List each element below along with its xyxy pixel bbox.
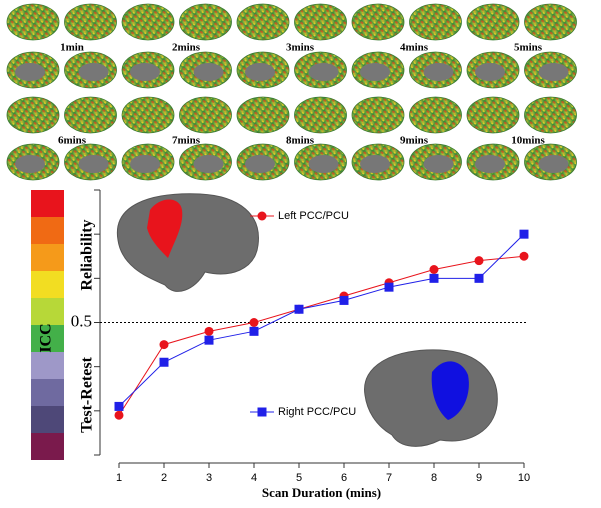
brain-medial-wall — [538, 63, 569, 81]
data-point — [474, 256, 484, 266]
brain-lateral — [179, 96, 232, 134]
data-point — [339, 295, 349, 305]
brain-lateral — [6, 3, 60, 41]
brain-medial-wall — [130, 63, 160, 81]
data-point — [519, 251, 529, 261]
series-line — [118, 255, 525, 416]
brain-lateral — [121, 96, 175, 134]
brain-lateral — [409, 96, 462, 134]
left-brain-inset — [116, 193, 259, 292]
data-point — [114, 401, 124, 411]
time-label: 3mins — [286, 42, 315, 54]
y-label-upper: Reliability — [79, 219, 96, 290]
brain-medial-wall — [360, 155, 390, 173]
data-point — [114, 410, 124, 420]
brain-grid: 1min 2mins 3mins 4mins 5mins 6mins 7mins 8mins 9… — [6, 3, 577, 181]
brain-medial-wall — [15, 63, 45, 81]
brain-lateral — [179, 3, 232, 41]
time-label: 4mins — [400, 42, 429, 54]
x-tick-label: 8 — [431, 472, 437, 484]
time-label: 10mins — [511, 135, 545, 147]
colorbar: ICC — [31, 190, 64, 460]
plot: 0.5 1 2 3 4 5 6 7 8 9 10 Scan Duration (mins) Left P… — [71, 189, 530, 500]
x-tick-label: 5 — [296, 472, 302, 484]
brain-lateral — [294, 3, 347, 41]
time-label: 6mins — [58, 135, 87, 147]
data-point — [519, 229, 529, 239]
brain-lateral — [351, 3, 405, 41]
brain-medial-wall — [78, 63, 109, 81]
data-point — [159, 340, 169, 350]
brain-lateral — [466, 3, 520, 41]
brain-medial-wall — [193, 155, 224, 173]
y-tick-label: 0.5 — [71, 311, 92, 330]
brain-medial-wall — [538, 155, 569, 173]
brain-lateral — [64, 96, 117, 134]
data-point — [474, 273, 484, 283]
time-label: 1min — [60, 42, 84, 54]
legend-marker — [257, 407, 267, 417]
data-point — [249, 326, 259, 336]
data-point — [294, 304, 304, 314]
brain-lateral — [466, 96, 520, 134]
brain-medial-wall — [308, 63, 339, 81]
x-tick-label: 10 — [518, 472, 530, 484]
brain-medial-wall — [423, 155, 454, 173]
data-point — [384, 282, 394, 292]
time-label: 7mins — [172, 135, 201, 147]
colorbar-label: ICC — [38, 323, 55, 352]
brain-lateral — [6, 96, 60, 134]
brain-lateral — [524, 96, 577, 134]
brain-lateral — [351, 96, 405, 134]
brain-lateral — [409, 3, 462, 41]
x-axis-label: Scan Duration (mins) — [262, 485, 381, 500]
brain-lateral — [524, 3, 577, 41]
data-point — [159, 357, 169, 367]
time-label: 9mins — [400, 135, 429, 147]
x-tick-label: 2 — [161, 472, 167, 484]
data-point — [204, 335, 214, 345]
brain-lateral — [64, 3, 117, 41]
data-point — [429, 265, 439, 274]
time-label: 8mins — [286, 135, 315, 147]
x-tick-label: 9 — [476, 472, 482, 484]
series-line — [118, 233, 525, 407]
brain-medial-wall — [245, 63, 275, 81]
legend-label: Left PCC/PCU — [278, 210, 349, 222]
brain-medial-wall — [308, 155, 339, 173]
brain-medial-wall — [193, 63, 224, 81]
brain-lateral — [236, 3, 290, 41]
brain-medial-wall — [245, 155, 275, 173]
x-tick-label: 3 — [206, 472, 212, 484]
brain-lateral — [121, 3, 175, 41]
legend-label: Right PCC/PCU — [278, 406, 356, 418]
x-tick-label: 1 — [116, 472, 122, 484]
brain-medial-wall — [15, 155, 45, 173]
brain-medial-wall — [423, 63, 454, 81]
time-label: 5mins — [514, 42, 543, 54]
time-label: 2mins — [172, 42, 201, 54]
x-tick-label: 6 — [341, 472, 347, 484]
brain-medial-wall — [475, 155, 505, 173]
brain-medial-wall — [475, 63, 505, 81]
data-point — [249, 318, 259, 327]
brain-medial-wall — [360, 63, 390, 81]
brain-medial-wall — [130, 155, 160, 173]
legend-marker — [257, 211, 267, 221]
y-label-lower: Test-Retest — [79, 356, 96, 433]
x-tick-label: 4 — [251, 472, 257, 484]
data-point — [204, 326, 214, 336]
data-point — [429, 273, 439, 283]
brain-lateral — [236, 96, 290, 134]
x-tick-label: 7 — [386, 472, 392, 484]
brain-medial-wall — [78, 155, 109, 173]
brain-lateral — [294, 96, 347, 134]
right-brain-inset — [364, 349, 498, 447]
